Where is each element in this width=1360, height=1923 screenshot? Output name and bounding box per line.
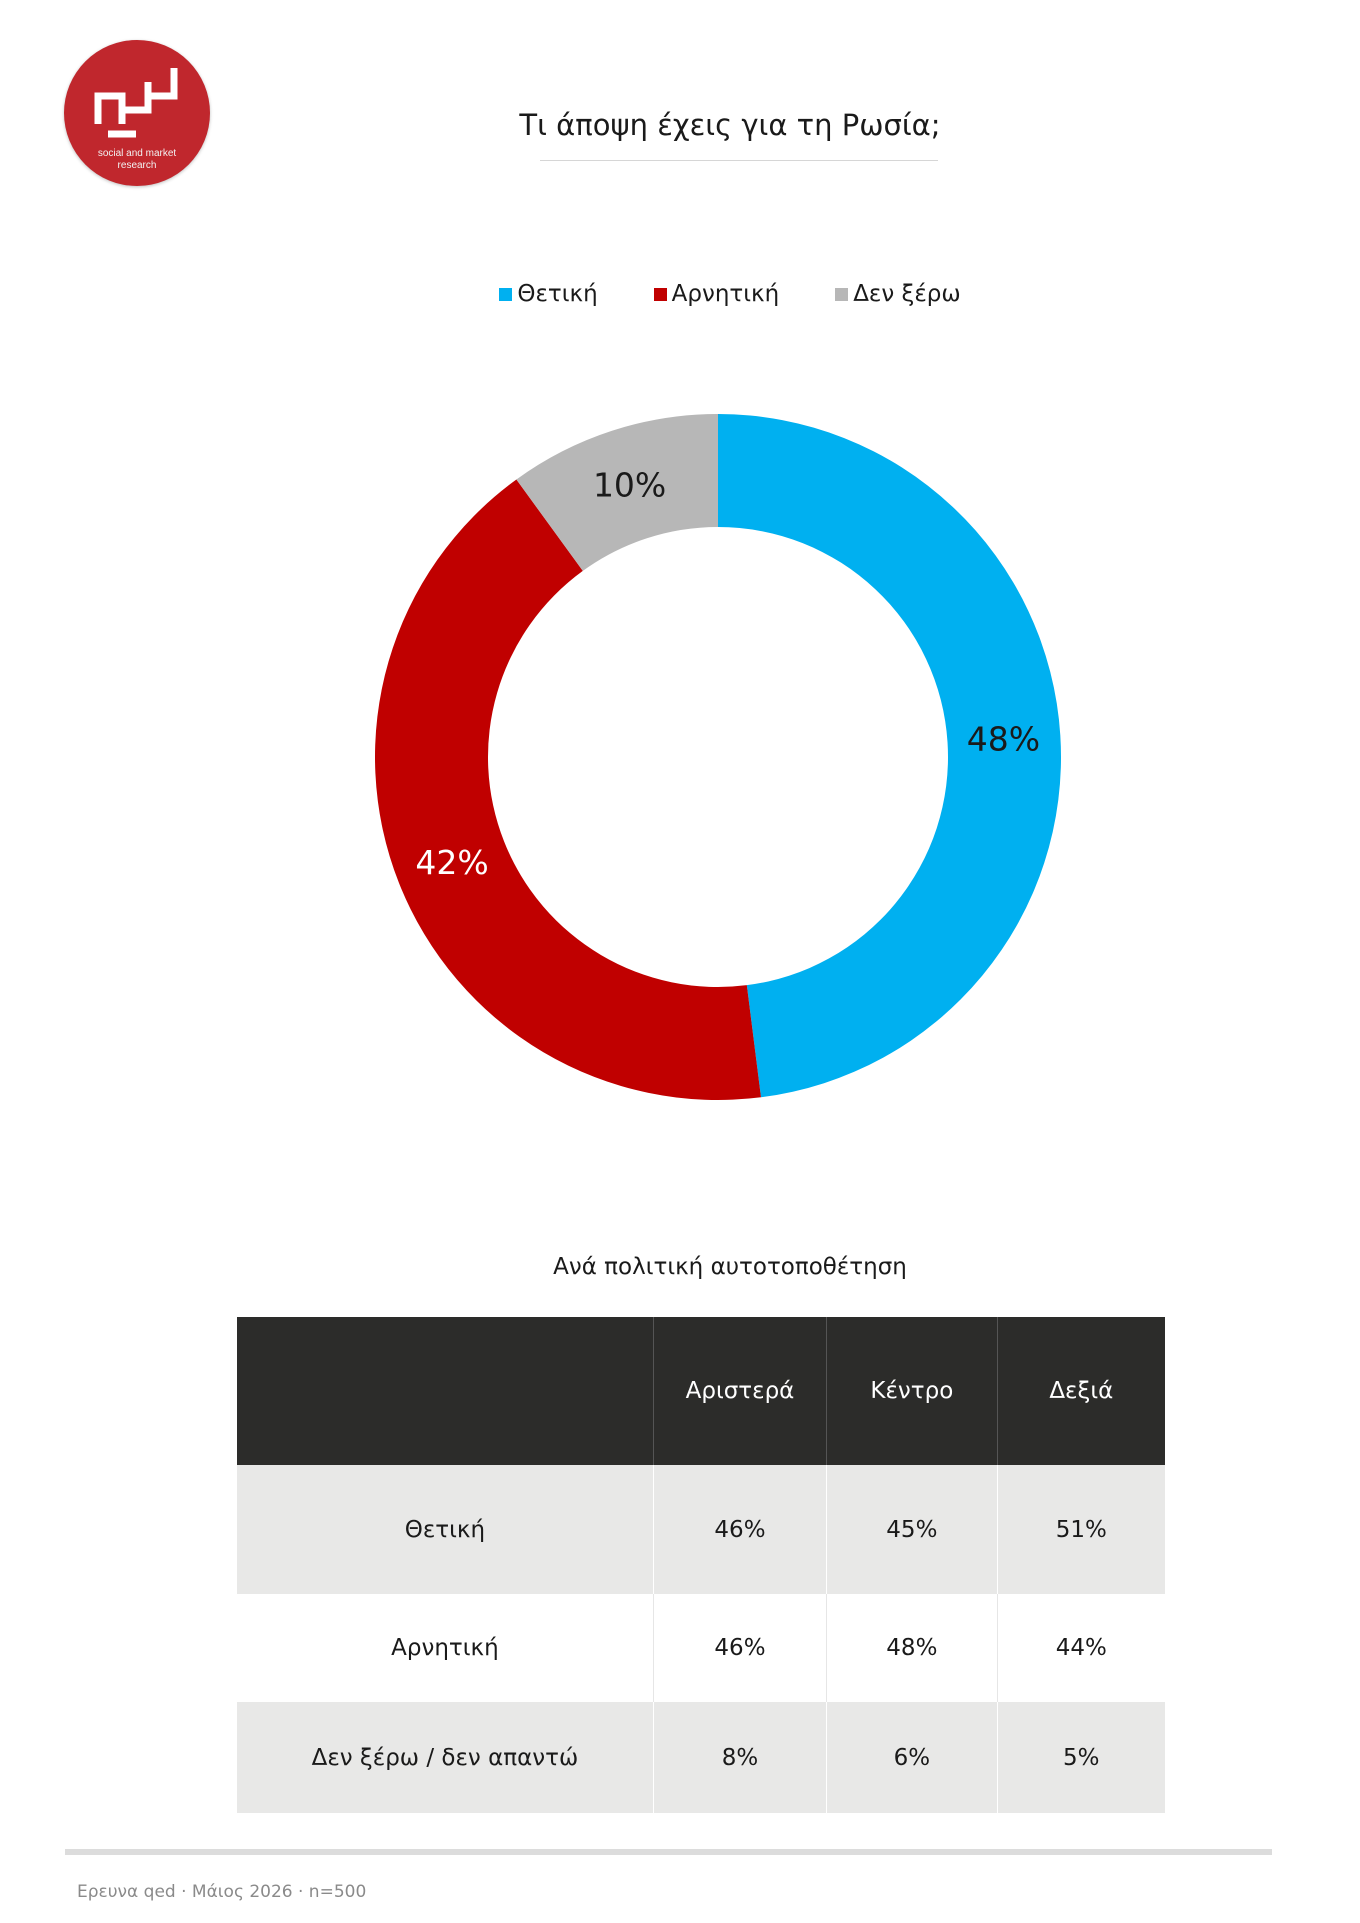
table-header-left: Αριστερά bbox=[652, 1317, 827, 1465]
table-cell: 8% bbox=[652, 1702, 827, 1813]
donut-label-positive: 48% bbox=[967, 720, 1040, 759]
title-divider bbox=[540, 160, 938, 161]
table-header-blank bbox=[237, 1317, 654, 1465]
qed-logo-mark bbox=[94, 68, 178, 138]
row-label: Θετική bbox=[237, 1465, 654, 1594]
table-cell: 6% bbox=[826, 1702, 998, 1813]
table-row: Αρνητική 46% 48% 44% bbox=[237, 1594, 1165, 1702]
breakdown-table: Αριστερά Κέντρο Δεξιά Θετική 46% 45% 51%… bbox=[237, 1317, 1165, 1813]
row-label: Αρνητική bbox=[237, 1594, 654, 1702]
footer-note: Ερευνα qed · Μάιος 2026 · n=500 bbox=[77, 1882, 367, 1902]
table-cell: 51% bbox=[996, 1465, 1165, 1594]
table-cell: 48% bbox=[826, 1594, 998, 1702]
legend-item-dont-know: Δεν ξέρω bbox=[835, 281, 961, 307]
donut-label-negative: 42% bbox=[415, 843, 488, 882]
breakdown-subtitle: Ανά πολιτική αυτοτοποθέτηση bbox=[553, 1254, 907, 1280]
row-label: Δεν ξέρω / δεν απαντώ bbox=[237, 1702, 654, 1813]
qed-logo: social and market research bbox=[64, 40, 210, 186]
legend-swatch-negative bbox=[653, 287, 667, 301]
table-header-row: Αριστερά Κέντρο Δεξιά bbox=[237, 1317, 1165, 1465]
legend-label-dont-know: Δεν ξέρω bbox=[853, 281, 961, 307]
table-header-right: Δεξιά bbox=[996, 1317, 1165, 1465]
footer-divider bbox=[65, 1849, 1272, 1855]
donut-label-dont-know: 10% bbox=[593, 465, 666, 504]
legend-label-positive: Θετική bbox=[517, 281, 598, 307]
donut-chart: 48% 42% 10% bbox=[375, 414, 1061, 1100]
table-cell: 45% bbox=[826, 1465, 998, 1594]
table-row: Θετική 46% 45% 51% bbox=[237, 1465, 1165, 1594]
table-cell: 46% bbox=[652, 1594, 827, 1702]
table-cell: 44% bbox=[996, 1594, 1165, 1702]
donut-slice-dont-know bbox=[516, 414, 718, 571]
table-cell: 5% bbox=[996, 1702, 1165, 1813]
legend-swatch-positive bbox=[499, 287, 513, 301]
chart-legend: Θετική Αρνητική Δεν ξέρω bbox=[0, 281, 1360, 307]
donut-slice-negative bbox=[375, 479, 761, 1100]
legend-item-positive: Θετική bbox=[499, 281, 598, 307]
logo-tagline-line2: research bbox=[117, 160, 157, 171]
legend-swatch-dont-know bbox=[835, 287, 849, 301]
donut-slice-positive bbox=[718, 414, 1061, 1098]
table-row: Δεν ξέρω / δεν απαντώ 8% 6% 5% bbox=[237, 1702, 1165, 1813]
legend-item-negative: Αρνητική bbox=[653, 281, 780, 307]
legend-label-negative: Αρνητική bbox=[671, 281, 780, 307]
table-header-center: Κέντρο bbox=[826, 1317, 998, 1465]
chart-title: Τι άποψη έχεις για τη Ρωσία; bbox=[519, 108, 941, 142]
logo-tagline-line1: social and market bbox=[97, 148, 177, 159]
table-cell: 46% bbox=[652, 1465, 827, 1594]
